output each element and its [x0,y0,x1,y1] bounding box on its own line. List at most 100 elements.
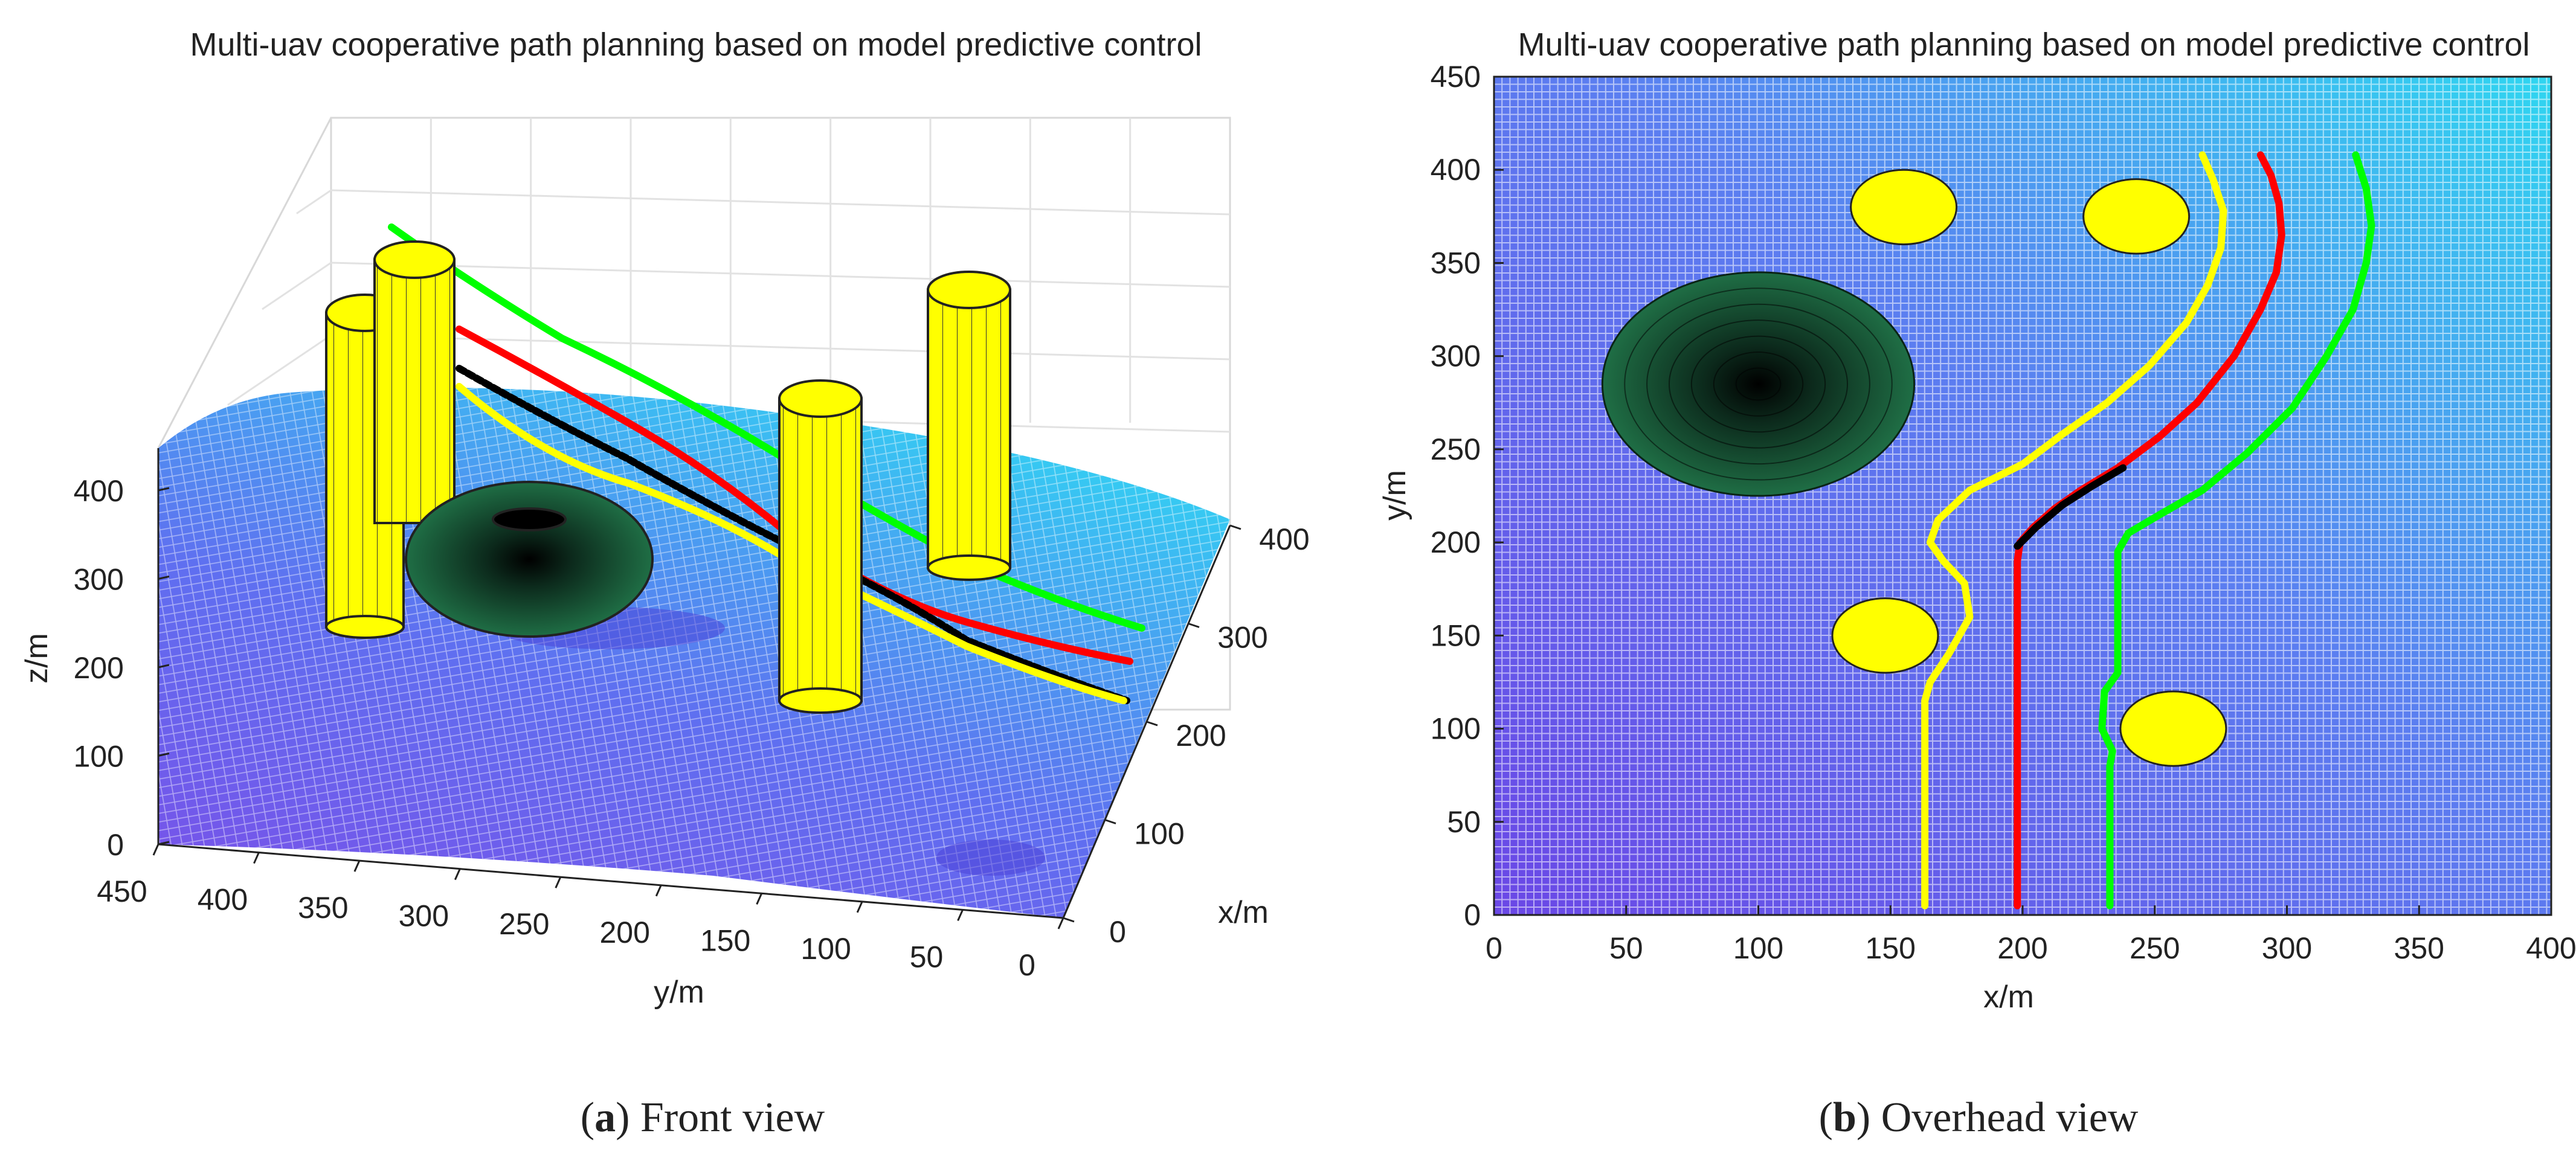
y-tick-mark [957,909,964,922]
circle-obstacle [1850,168,1958,246]
panel-b-mesh [1494,77,2551,915]
circle-obstacle [2082,178,2191,255]
ellipse-obstacle-ring [1690,335,1826,433]
caption-b-letter: b [1833,1094,1856,1141]
z-tick-label: 400 [74,474,124,508]
x-tick-label: 300 [2262,931,2312,965]
y-tick-mark [152,844,159,856]
y-tick-label: 250 [1431,432,1481,466]
panel-b-ylabel: y/m [1377,470,1412,521]
y-tick-mark [756,893,763,905]
caption-a: (a) Front view [581,1094,825,1141]
black-path [2014,464,2127,550]
x-tick-label: 0 [1109,915,1126,949]
y-tick-label: 300 [1431,339,1481,373]
y-tick-label: 450 [97,875,147,908]
panel-b-paths [1921,151,2375,910]
panel-a-zlabel: z/m [19,633,54,684]
x-tick-label: 0 [1486,931,1502,965]
z-tick-mark [158,487,170,492]
z-tick-label: 100 [74,740,124,774]
ellipse-obstacle-ring [1624,287,1893,481]
panel-a-title: Multi-uav cooperative path planning base… [190,27,1202,63]
y-tick-label: 350 [298,891,348,925]
x-tick-mark [1188,623,1200,628]
panel-a-obstacles [325,240,1011,714]
x-tick-mark [1063,917,1075,923]
panel-b-title: Multi-uav cooperative path planning base… [1518,27,2529,63]
panel-b-obstacles [1601,168,2227,767]
panel-a-ellipsoid [405,481,654,638]
x-tick-label: 250 [2130,931,2180,965]
box-gridline [262,262,332,310]
panel-a-front-view: Multi-uav cooperative path planning base… [19,27,1310,1010]
x-tick-label: 100 [1733,931,1783,965]
panel-b-xlabel: x/m [1983,980,2034,1015]
circle-obstacle [1831,597,1939,674]
box-gridline [330,334,1231,361]
ellipse-obstacle-body [1601,271,1916,497]
z-tick-label: 200 [74,651,124,685]
y-tick-mark [655,885,662,897]
x-tick-label: 400 [1259,522,1309,556]
y-tick-mark [856,901,863,913]
y-tick-label: 0 [1464,898,1481,932]
x-tick-label: 150 [1866,931,1916,965]
y-tick-label: 400 [198,883,248,917]
z-tick-label: 300 [74,563,124,597]
y-tick-label: 150 [700,923,750,957]
ellipse-obstacle [1601,271,1916,497]
panel-b-overhead-view: Multi-uav cooperative path planning base… [1377,27,2576,1015]
x-tick-label: 400 [2526,931,2576,965]
panel-b-y-ticks: 0 50 100 150 200 250 300 350 400 450 [1431,60,1504,932]
caption-a-letter: a [594,1094,616,1141]
x-tick-mark [1146,721,1158,727]
y-tick-label: 250 [499,907,549,941]
panel-a-cylinder [373,240,456,524]
y-tick-mark [253,852,260,864]
x-tick-label: 50 [1609,931,1643,965]
y-tick-label: 200 [1431,525,1481,559]
x-tick-label: 200 [1997,931,2047,965]
z-tick-mark [158,576,170,580]
z-tick-mark [158,664,170,669]
box-gridline [227,334,332,406]
ellipse-obstacle-ring [1713,351,1804,417]
panel-a-cylinder [927,271,1011,581]
z-tick-mark [158,753,170,757]
y-tick-label: 450 [1431,60,1481,94]
y-tick-label: 100 [1431,712,1481,746]
yellow-path [1921,151,2227,910]
y-tick-label: 50 [1447,805,1481,839]
box-gridline [330,262,1231,288]
panel-a-cylinder [778,379,863,714]
y-tick-mark [353,860,361,872]
x-tick-label: 350 [2394,931,2444,965]
panel-a-y-axis: 450 400 350 300 250 200 150 100 50 0 y/m [97,843,1064,1010]
panel-a-z-axis: 0 100 200 300 400 z/m [19,448,170,862]
x-tick-mark [1229,524,1241,530]
caption-a-text: Front view [640,1094,825,1141]
x-tick-label: 200 [1176,719,1226,753]
ellipse-obstacle-ring [1735,367,1782,401]
y-tick-label: 50 [910,940,944,974]
caption-b-text: Overhead view [1881,1094,2139,1141]
x-tick-label: 300 [1217,621,1267,655]
y-tick-mark [454,868,461,881]
ellipse-obstacle-ring [1669,319,1848,449]
y-tick-label: 100 [800,932,851,966]
y-tick-label: 350 [1431,246,1481,280]
panel-b-x-ticks: 0 50 100 150 200 250 300 350 400 [1486,905,2576,965]
circle-obstacle [2119,690,2227,767]
x-tick-label: 100 [1134,817,1184,851]
y-tick-label: 200 [600,916,650,949]
z-tick-label: 0 [107,828,124,862]
panel-a-xlabel: x/m [1218,895,1269,930]
y-tick-mark [1057,917,1064,929]
ellipse-obstacle-ring [1646,303,1870,465]
y-tick-label: 300 [399,899,449,933]
y-tick-label: 0 [1019,948,1035,982]
box-gridline [296,189,332,214]
box-gridline [330,189,1231,216]
